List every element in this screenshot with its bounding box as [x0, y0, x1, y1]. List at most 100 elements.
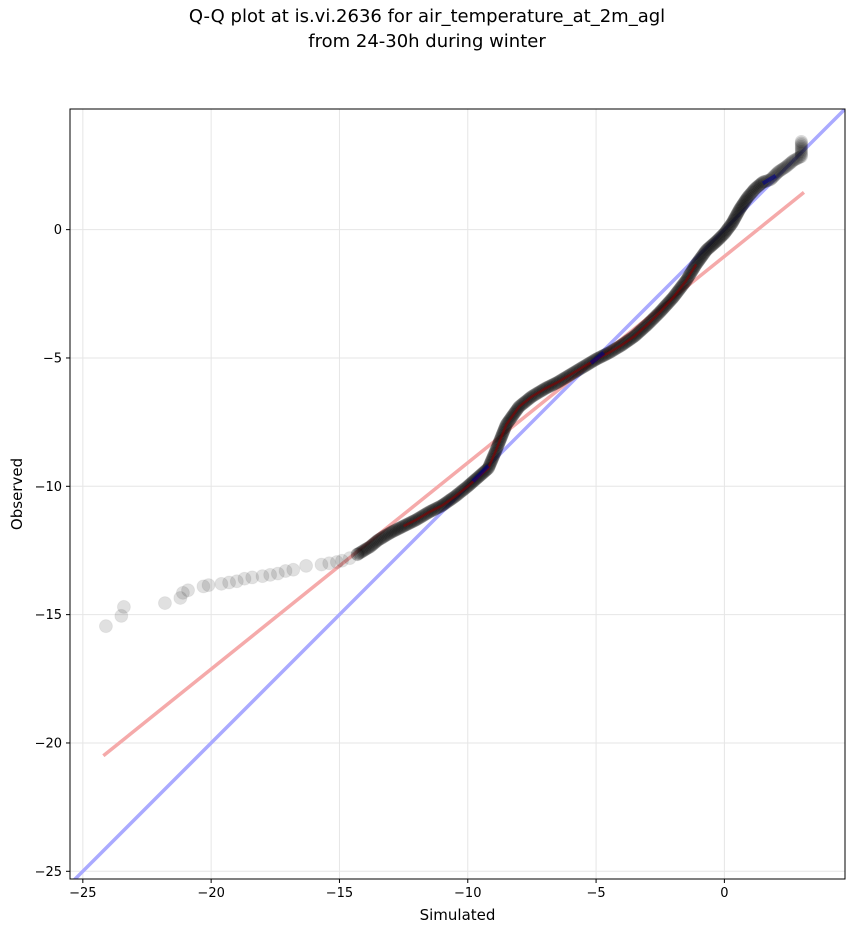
data-point — [715, 229, 729, 243]
data-point — [794, 146, 808, 160]
data-point — [214, 576, 229, 591]
data-point — [362, 540, 376, 554]
data-point — [181, 583, 196, 598]
data-point — [734, 201, 748, 215]
data-point — [363, 540, 377, 554]
data-point — [381, 527, 395, 541]
data-point — [720, 223, 734, 237]
data-point — [794, 141, 808, 155]
data-point — [703, 240, 717, 254]
data-point — [98, 619, 113, 634]
data-point — [368, 535, 382, 549]
data-point — [201, 578, 216, 593]
data-point — [359, 542, 373, 556]
y-tick-label: −20 — [35, 736, 62, 751]
data-point — [392, 521, 406, 535]
data-point — [724, 218, 738, 231]
data-point — [794, 144, 808, 158]
axis-ticks: −25 −20 −15 −10 −5 0 −25 −20 −15 −10 −5 0 — [35, 223, 729, 901]
data-point — [355, 545, 369, 559]
data-point — [743, 188, 757, 202]
data-point — [395, 520, 409, 534]
data-point — [734, 200, 748, 214]
data-point — [387, 524, 401, 538]
data-point — [740, 191, 754, 205]
y-axis-label: Observed — [8, 458, 26, 530]
data-point — [740, 192, 754, 206]
data-point — [727, 213, 741, 227]
data-point — [365, 539, 379, 553]
data-point — [385, 525, 399, 539]
data-point — [749, 180, 763, 194]
data-point — [719, 224, 733, 238]
data-point — [350, 547, 364, 561]
data-point — [157, 596, 172, 611]
data-point — [723, 219, 737, 233]
data-point — [352, 546, 366, 560]
x-tick-label: −10 — [454, 886, 481, 901]
data-point — [782, 158, 796, 172]
data-point — [713, 231, 727, 245]
data-point — [229, 574, 244, 589]
data-point — [394, 521, 408, 535]
identity-line — [72, 109, 845, 879]
data-point — [370, 534, 384, 548]
data-point — [196, 579, 211, 594]
central-blue-segment — [589, 351, 606, 365]
data-point — [773, 164, 787, 178]
data-point — [744, 187, 758, 201]
data-point — [794, 148, 808, 162]
data-point — [356, 544, 370, 558]
x-tick-label: −25 — [69, 886, 96, 901]
data-point — [739, 193, 753, 207]
data-point — [751, 179, 765, 193]
data-point — [707, 236, 721, 250]
data-point — [774, 163, 788, 177]
grid — [70, 109, 845, 879]
data-point — [371, 533, 385, 547]
data-point — [360, 541, 374, 555]
data-point — [730, 206, 744, 220]
data-point — [237, 571, 252, 586]
data-point — [694, 251, 708, 265]
data-point — [714, 230, 728, 244]
data-point — [286, 562, 301, 577]
data-point — [222, 575, 237, 590]
data-point — [695, 250, 709, 264]
data-point — [698, 244, 712, 258]
data-point — [728, 211, 742, 225]
data-point — [742, 189, 756, 203]
y-tick-label: −5 — [43, 351, 62, 366]
central-blue-segment — [471, 464, 490, 483]
data-point — [706, 237, 720, 251]
data-point — [704, 239, 718, 253]
data-point — [730, 208, 744, 222]
chart-title-line1: Q-Q plot at is.vi.2636 for air_temperatu… — [188, 6, 666, 27]
data-point — [794, 143, 808, 157]
data-point — [270, 566, 285, 581]
data-point — [794, 138, 808, 152]
central-red-thread — [403, 263, 698, 528]
plot-frame — [69, 108, 846, 880]
data-point — [788, 153, 802, 167]
data-point — [335, 553, 350, 568]
data-point — [709, 235, 723, 249]
reference-lines — [72, 109, 845, 879]
data-point — [716, 228, 730, 242]
data-point — [693, 252, 707, 266]
data-point — [737, 196, 751, 210]
data-point — [787, 153, 801, 167]
data-point — [712, 232, 726, 246]
data-point — [697, 247, 711, 261]
data-point — [794, 134, 808, 148]
data-point — [790, 152, 804, 166]
x-tick-label: −20 — [197, 886, 224, 901]
data-point — [116, 599, 131, 614]
data-point — [377, 530, 391, 544]
data-point — [722, 220, 736, 234]
y-tick-label: −15 — [35, 608, 62, 623]
x-axis-label: Simulated — [420, 906, 496, 924]
chart-title-line2: from 24-30h during winter — [308, 31, 546, 52]
data-point — [794, 149, 808, 163]
